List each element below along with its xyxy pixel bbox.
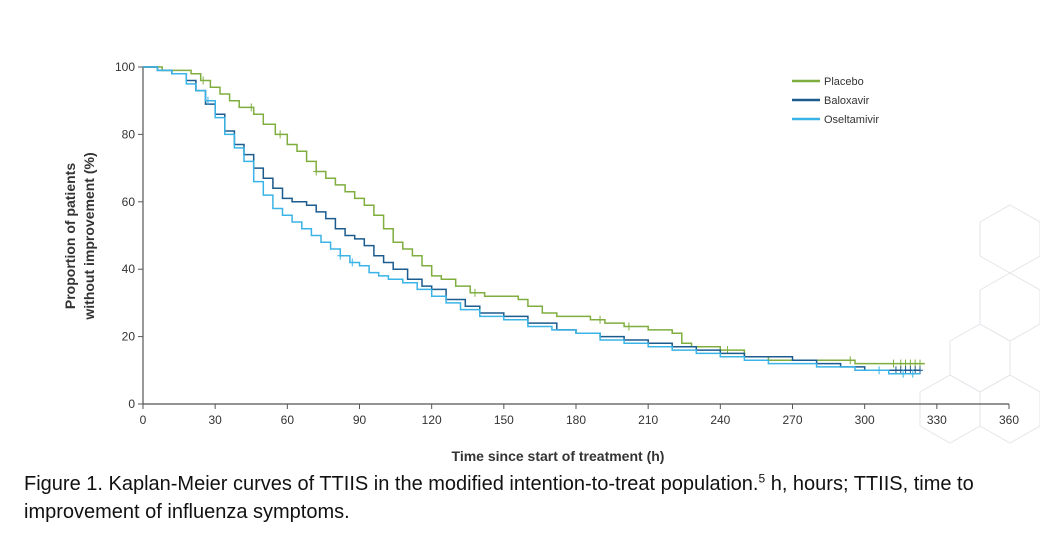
x-tick-label: 120 [422, 413, 442, 427]
figure-caption: Figure 1. Kaplan-Meier curves of TTIIS i… [24, 470, 1024, 526]
caption-reference-superscript: 5 [758, 471, 766, 486]
kaplan-meier-chart: 0 30 60 90 120 150 180 210 240 270 300 330 360 0 20 40 6… [62, 60, 1040, 464]
x-tick-label: 210 [638, 413, 658, 427]
y-axis-title-line-1: Proportion of patients [62, 163, 78, 309]
series-placebo-line [143, 66, 925, 365]
y-tick-label: 40 [122, 262, 136, 276]
y-axis-title-line-2: without improvement (%) [81, 152, 97, 320]
x-tick-label: 30 [208, 413, 222, 427]
caption-text-main: Figure 1. Kaplan-Meier curves of TTIIS i… [24, 473, 759, 495]
y-tick-label: 100 [115, 60, 135, 74]
x-tick-label: 270 [782, 413, 802, 427]
background-hexagon-decoration [919, 204, 1040, 444]
x-tick-label: 0 [140, 413, 147, 427]
x-tick-label: 360 [999, 413, 1019, 427]
x-tick-label: 60 [281, 413, 295, 427]
axes: 0 30 60 90 120 150 180 210 240 270 300 330 360 0 20 40 6… [62, 60, 1019, 464]
legend-label-placebo: Placebo [824, 76, 864, 88]
y-tick-label: 20 [122, 330, 136, 344]
x-tick-label: 240 [710, 413, 730, 427]
x-tick-label: 90 [353, 413, 367, 427]
caption-text-abbreviations: h, hours; TTIIS, time to improvement of … [24, 473, 974, 523]
series-baloxavir-line [143, 66, 920, 372]
x-axis-title: Time since start of treatment (h) [452, 448, 665, 464]
x-tick-label: 300 [855, 413, 875, 427]
legend-label-oseltamivir: Oseltamivir [824, 114, 879, 126]
y-axis-title: Proportion of patients without improvemen… [62, 152, 97, 320]
y-tick-label: 80 [122, 127, 136, 141]
x-tick-label: 330 [927, 413, 947, 427]
series-oseltamivir-line [143, 66, 920, 375]
legend: Placebo Baloxavir Oseltamivir [792, 76, 879, 126]
legend-label-baloxavir: Baloxavir [824, 95, 870, 107]
y-tick-label: 0 [128, 397, 135, 411]
y-tick-label: 60 [122, 195, 136, 209]
x-tick-label: 150 [494, 413, 514, 427]
series-layer [143, 66, 925, 378]
x-tick-label: 180 [566, 413, 586, 427]
